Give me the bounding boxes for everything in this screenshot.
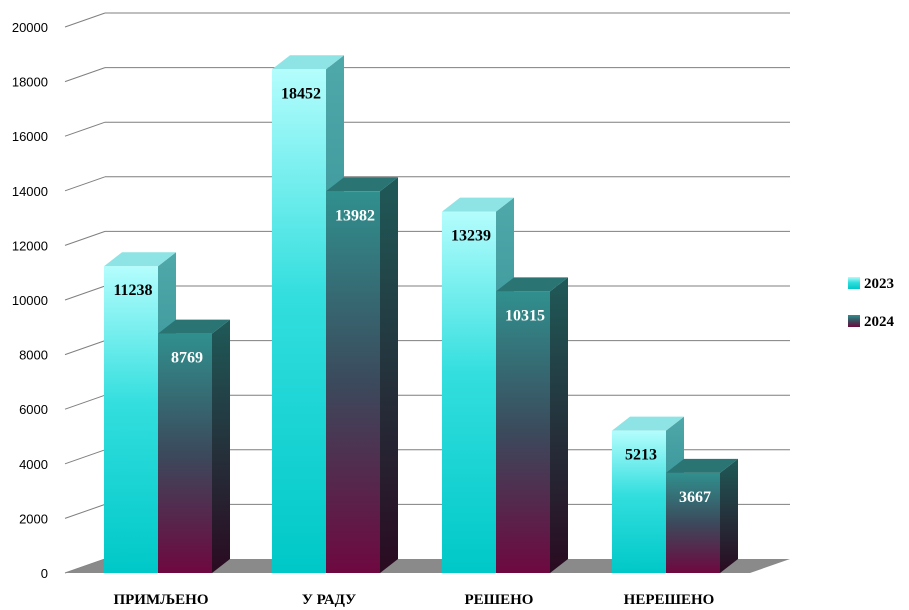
data-label: 8769 (171, 350, 203, 367)
data-label: 5213 (625, 447, 657, 464)
bar (666, 472, 720, 573)
data-label: 13239 (451, 228, 491, 245)
bar-top (612, 416, 684, 431)
gridline-depth (64, 230, 106, 246)
bar-top (442, 197, 514, 212)
bar-top (326, 177, 398, 192)
gridline-depth (64, 394, 106, 410)
bar-side (550, 277, 568, 573)
bar-side (380, 177, 398, 574)
data-label: 11238 (113, 282, 152, 299)
y-tick-label: 12000 (12, 238, 48, 253)
gridline-depth (64, 449, 106, 465)
bar (496, 291, 550, 573)
y-tick-label: 18000 (12, 75, 48, 90)
bar-top (104, 252, 176, 267)
bar (326, 191, 380, 574)
bar (104, 266, 158, 573)
x-category-label: У РАДУ (302, 592, 356, 608)
x-category-label: РЕШЕНО (465, 592, 534, 608)
y-tick-label: 10000 (12, 293, 48, 308)
bar (158, 333, 212, 573)
legend-label: 2024 (864, 314, 895, 330)
bar (272, 69, 326, 573)
bar-side (212, 319, 230, 573)
bar (612, 430, 666, 573)
gridline-depth (64, 285, 106, 301)
legend-swatch (848, 315, 860, 327)
x-category-label: НЕРЕШЕНО (624, 592, 715, 608)
bar-top (272, 55, 344, 70)
chart-floor (65, 559, 790, 573)
y-tick-label: 14000 (12, 184, 48, 199)
gridline-depth (64, 176, 106, 192)
gridline-depth (64, 67, 106, 83)
x-category-label: ПРИМЉЕНО (113, 592, 208, 608)
bar-top (496, 277, 568, 292)
gridline-depth (64, 121, 106, 137)
bar-top (666, 458, 738, 473)
y-tick-label: 20000 (12, 20, 48, 35)
y-tick-label: 16000 (12, 129, 48, 144)
gridline-depth (64, 12, 106, 28)
y-tick-label: 4000 (19, 457, 48, 472)
legend-swatch (848, 277, 860, 289)
y-tick-label: 6000 (19, 402, 48, 417)
bar-top (158, 319, 230, 334)
y-tick-label: 8000 (19, 348, 48, 363)
bar (442, 211, 496, 573)
data-label: 18452 (281, 85, 321, 102)
gridline-depth (64, 503, 106, 519)
y-tick-label: 2000 (19, 511, 48, 526)
data-label: 13982 (335, 207, 375, 224)
y-tick-label: 0 (41, 566, 48, 581)
legend-label: 2023 (864, 276, 894, 292)
gridline-depth (64, 340, 106, 356)
data-label: 10315 (505, 307, 545, 324)
data-label: 3667 (679, 489, 711, 506)
bar-side (720, 458, 738, 573)
